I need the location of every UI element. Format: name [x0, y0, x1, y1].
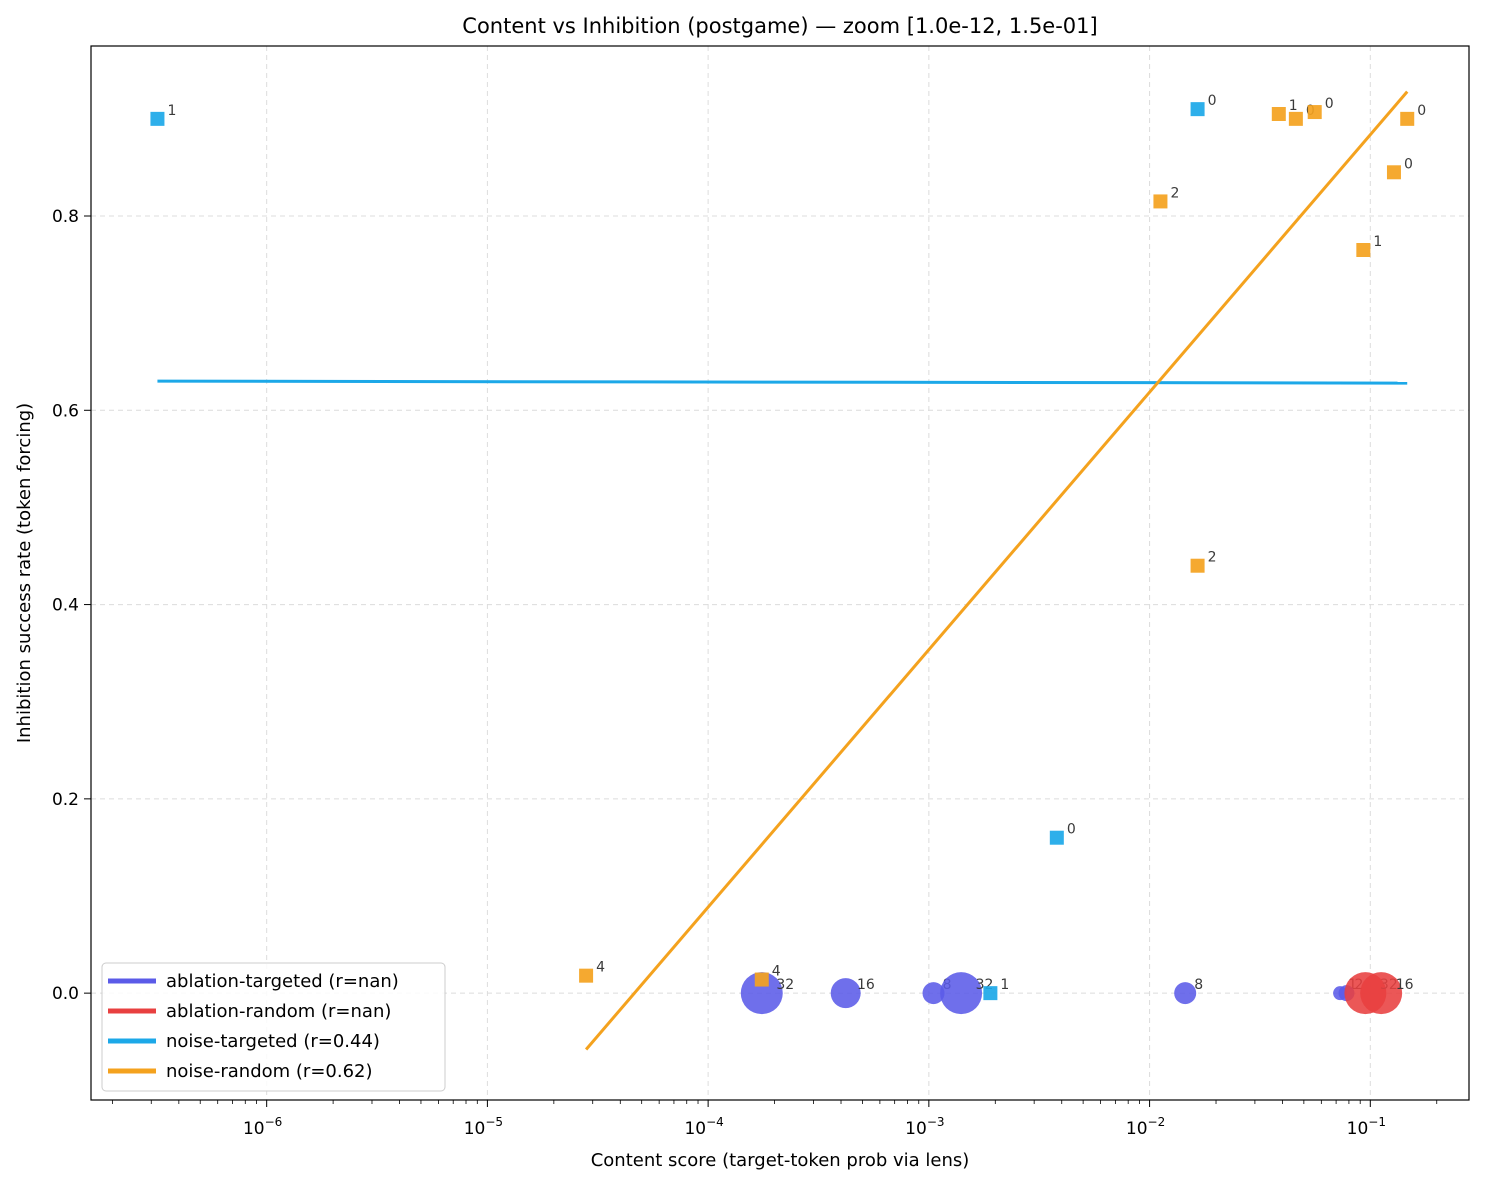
data-points: 3216832812321610011000021244	[150, 93, 1426, 1015]
y-axis-label: Inhibition success rate (token forcing)	[14, 403, 35, 743]
point-label: 2	[1208, 550, 1217, 566]
data-point	[922, 982, 945, 1005]
legend-box	[101, 962, 446, 1092]
fit-lines	[157, 90, 1409, 1051]
data-point	[940, 972, 983, 1015]
point-label: 4	[772, 964, 781, 980]
point-label: 0	[1067, 822, 1076, 838]
grid	[91, 46, 1469, 1100]
point-label: 1	[1373, 234, 1382, 250]
point-label: 16	[1396, 977, 1414, 993]
point-label: 2	[1170, 185, 1179, 201]
data-point	[1049, 830, 1064, 845]
data-point	[754, 972, 769, 987]
point-label: 1	[167, 103, 176, 119]
data-point	[1153, 194, 1168, 209]
y-tick-label: 0.2	[52, 790, 79, 810]
data-point	[1356, 243, 1371, 257]
point-label: 0	[1404, 156, 1413, 172]
chart-title: Content vs Inhibition (postgame) — zoom …	[462, 14, 1097, 38]
data-point	[1190, 558, 1205, 573]
y-tick-label: 0.4	[52, 596, 79, 616]
point-label: 16	[857, 977, 875, 993]
data-point	[1360, 972, 1403, 1015]
y-tick-label: 0.0	[52, 984, 79, 1004]
x-tick-label: 10−5	[464, 1115, 503, 1139]
data-point	[1307, 105, 1322, 120]
data-point	[1400, 111, 1415, 126]
legend-entry: ablation-random (r=nan)	[166, 1001, 391, 1022]
x-tick-label: 10−1	[1347, 1115, 1386, 1139]
x-axis-label: Content score (target-token prob via len…	[591, 1150, 970, 1171]
data-point	[830, 978, 861, 1009]
x-tick-label: 10−2	[1126, 1115, 1165, 1139]
data-point	[1288, 111, 1303, 126]
fit-line	[584, 90, 1409, 1051]
data-point	[1271, 107, 1286, 121]
data-point	[150, 111, 165, 126]
legend: ablation-targeted (r=nan) ablation-random…	[101, 962, 446, 1092]
data-point	[1174, 982, 1197, 1005]
legend-entry: noise-random (r=0.62)	[166, 1061, 373, 1082]
fit-line	[157, 379, 1408, 385]
point-label: 0	[1208, 93, 1217, 109]
x-tick-label: 10−6	[243, 1115, 282, 1139]
x-tick-label: 10−4	[684, 1115, 723, 1139]
point-label: 4	[596, 960, 605, 976]
point-label: 0	[1417, 103, 1426, 119]
data-point	[740, 972, 783, 1015]
legend-entry: noise-targeted (r=0.44)	[166, 1031, 380, 1052]
axis-ticks: 10−6 10−5 10−4 10−3 10−2 10−1 0.0 0.2 0.4 0.6 0.8	[52, 207, 1438, 1139]
point-label: 8	[1194, 977, 1203, 993]
x-tick-label: 10−3	[905, 1115, 944, 1139]
data-point	[983, 986, 998, 1001]
point-label: 32	[776, 977, 794, 993]
data-point	[579, 968, 594, 983]
y-tick-label: 0.8	[52, 207, 79, 227]
plot-frame	[90, 45, 1470, 1101]
legend-entry: ablation-targeted (r=nan)	[166, 971, 399, 992]
point-label: 1	[1000, 977, 1009, 993]
point-label: 0	[1325, 96, 1334, 112]
data-point	[1386, 165, 1401, 180]
y-tick-label: 0.6	[52, 401, 79, 421]
point-label: 1	[1289, 98, 1298, 114]
data-point	[1190, 102, 1205, 117]
